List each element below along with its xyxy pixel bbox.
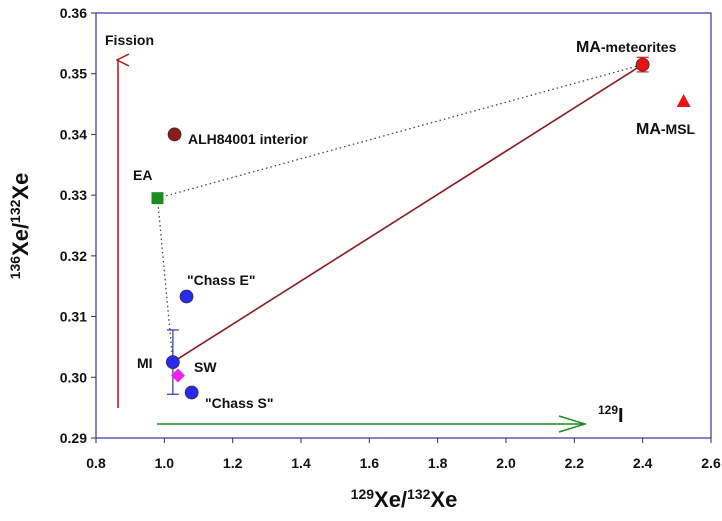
y-tick-label-1: 0.30 (60, 369, 87, 385)
x-tick-label-9: 2.6 (701, 455, 721, 471)
series-lines (156, 63, 644, 363)
x-tick-label-8: 2.4 (633, 455, 653, 471)
label-chass-e: "Chass E" (187, 272, 256, 288)
x-tick-label-4: 1.6 (360, 455, 380, 471)
y-tick-label-3: 0.32 (60, 248, 87, 264)
point-mi (165, 355, 180, 370)
y-title-base: Xe/ (8, 223, 33, 256)
plot-area (95, 12, 712, 439)
x-title-base: Xe/ (374, 487, 407, 512)
x-tick-label-6: 2.0 (496, 455, 516, 471)
point-ea (151, 192, 164, 205)
point-chass-s (184, 385, 199, 400)
label-ea: EA (133, 167, 152, 183)
point-chass-e (179, 289, 194, 304)
x-tick-label-5: 1.8 (428, 455, 448, 471)
x-tick-label-2: 1.2 (223, 455, 243, 471)
x-tick-label-1: 1.0 (155, 455, 175, 471)
y-tick-label-2: 0.31 (60, 309, 87, 325)
x-title-sup: 129 (351, 486, 375, 502)
iodine-label: 129I (598, 403, 624, 427)
y-title-sup2: 132 (7, 199, 23, 223)
label-ma-msl: MA-MSL (636, 121, 696, 138)
x-tick-label-0: 0.8 (86, 455, 106, 471)
label-sw: SW (194, 359, 217, 375)
y-tick-label-5: 0.34 (60, 126, 87, 142)
x-title-sup2: 132 (407, 486, 431, 502)
y-tick-label-0: 0.29 (60, 430, 87, 446)
label-alh84001-interior: ALH84001 interior (188, 131, 308, 147)
x-axis-title: 129Xe/132Xe (351, 486, 458, 512)
point-alh84001-interior (167, 127, 182, 142)
label-ma-meteorites: MA-meteorites (576, 39, 677, 56)
data-points (151, 56, 691, 400)
x-tick-label-3: 1.4 (291, 455, 311, 471)
y-title-base2: Xe (8, 173, 33, 200)
y-axis-title: 136Xe/132Xe (7, 173, 33, 280)
point-ma-msl (676, 94, 691, 108)
iodine-label-base: I (618, 405, 624, 427)
x-tick-label-7: 2.2 (565, 455, 585, 471)
y-tick-label-7: 0.36 (60, 5, 87, 21)
label-chass-s: "Chass S" (205, 395, 274, 411)
label-ma-msl-bold: MA (636, 121, 661, 138)
iodine-label-sup: 129 (598, 403, 618, 417)
label-ma-meteorites-rest: -meteorites (601, 39, 677, 55)
y-tick-label-6: 0.35 (60, 66, 87, 82)
label-ma-meteorites-bold: MA (576, 39, 601, 56)
fission-label: Fission (105, 32, 154, 48)
x-title-base2: Xe (430, 487, 457, 512)
y-title-sup: 136 (7, 256, 23, 280)
line-ea-ma (157, 63, 643, 199)
line-ea-mi (156, 198, 174, 363)
y-axis-ticks: 0.29 0.30 0.31 0.32 0.33 0.34 0.35 0.36 (60, 5, 96, 446)
point-sw (171, 368, 185, 383)
point-ma-meteorites (635, 57, 650, 72)
line-mi-ma-mixing (172, 63, 644, 363)
y-tick-label-4: 0.33 (60, 187, 87, 203)
x-axis-ticks: 0.8 1.0 1.2 1.4 1.6 1.8 2.0 2.2 2.4 2.6 (86, 438, 721, 471)
label-mi: MI (137, 355, 153, 371)
label-ma-msl-rest: -MSL (661, 121, 696, 137)
